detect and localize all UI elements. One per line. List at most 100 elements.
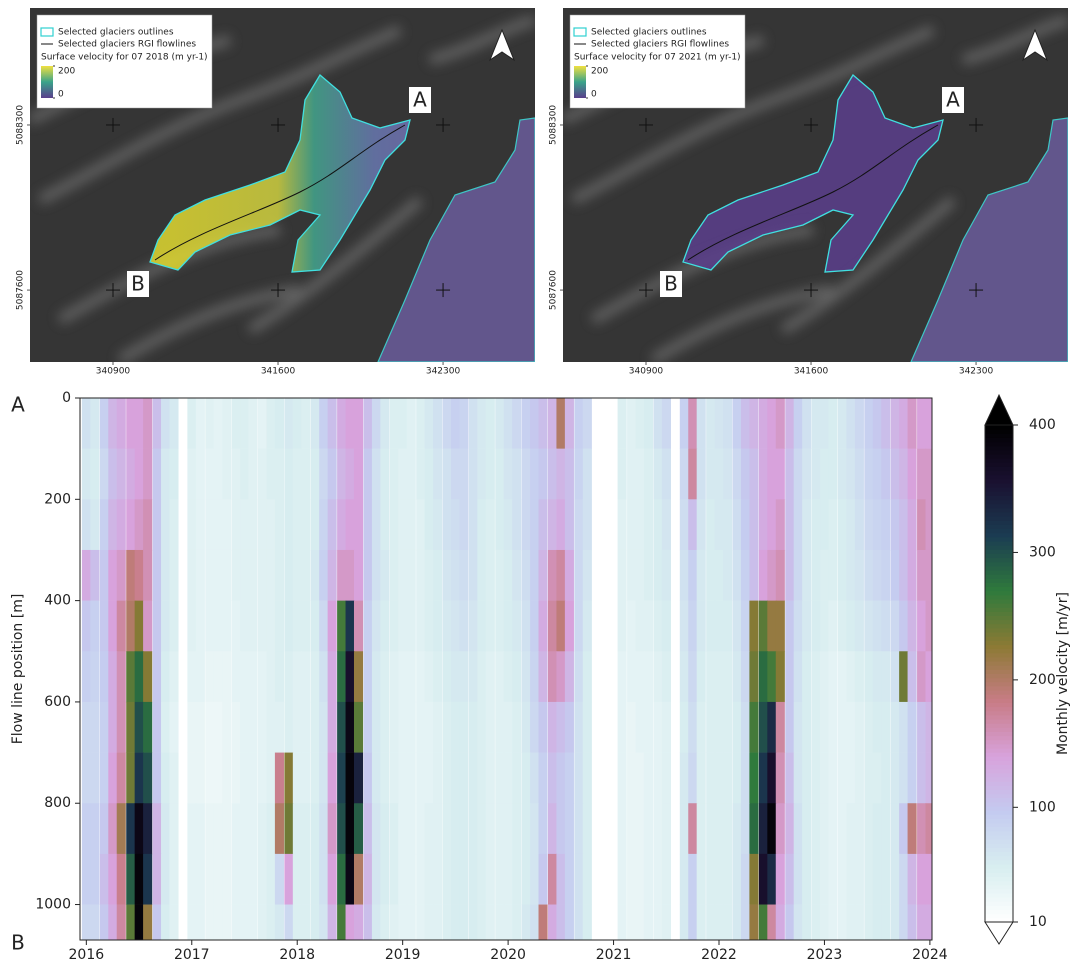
heatmap-cell (353, 904, 364, 940)
heatmap-cell (793, 904, 803, 940)
heatmap-cell (793, 398, 803, 449)
heatmap-cell (643, 752, 654, 804)
heatmap-cell (864, 904, 874, 940)
heatmap-cell (274, 448, 284, 500)
scale-title: Surface velocity for 07 2018 (m yr-1) (41, 53, 208, 63)
heatmap-cell (284, 853, 294, 905)
heatmap-cell (398, 904, 408, 940)
heatmap-cell (811, 600, 821, 652)
heatmap-cell (512, 752, 522, 804)
heatmap-cell (872, 600, 882, 652)
heatmap-cell (503, 600, 513, 652)
colorbar-tick-label: 400 (1029, 417, 1056, 433)
heatmap-cell (767, 499, 777, 551)
heatmap-cell (548, 651, 558, 703)
colorbar-step (985, 810, 1013, 815)
heatmap-cell (398, 600, 408, 652)
heatmap-cell (661, 803, 671, 855)
heatmap-cell (134, 499, 144, 551)
heatmap-cell (90, 651, 100, 703)
heatmap-cell (134, 904, 144, 940)
heatmap-cell (872, 549, 882, 601)
heatmap-cell (450, 853, 461, 905)
heatmap-cell (828, 448, 838, 500)
heatmap-cell (899, 904, 909, 940)
heatmap-cell (266, 701, 276, 753)
heatmap-cell (574, 701, 584, 753)
heatmap-cell (661, 398, 671, 449)
heatmap-cell (468, 448, 479, 500)
colorbar-tick-label: 300 (1029, 544, 1056, 560)
heatmap-cell (548, 600, 558, 652)
heatmap-cell (837, 904, 848, 940)
heatmap-cell (345, 701, 355, 753)
heatmap-cell (380, 853, 390, 905)
heatmap-cell (231, 499, 241, 551)
heatmap-cell (126, 398, 136, 449)
heatmap-cell (363, 651, 373, 703)
heatmap-cell (521, 803, 531, 855)
heatmap-cell (846, 600, 856, 652)
heatmap-cell (195, 499, 205, 551)
heatmap-cell (820, 853, 830, 905)
heatmap-cell (872, 651, 882, 703)
heatmap-cell (213, 448, 223, 500)
heatmap-cell (240, 398, 250, 449)
heatmap-cell (90, 398, 100, 449)
heatmap-cell (846, 448, 856, 500)
heatmap-cell (248, 549, 258, 601)
heatmap-cell (723, 803, 733, 855)
heatmap-cell (152, 448, 162, 500)
x-tick-label: 2024 (912, 947, 948, 963)
heatmap-cell (934, 601, 943, 652)
heatmap-cell (371, 600, 381, 652)
heatmap-cell (643, 600, 654, 652)
map-panel (563, 8, 1068, 362)
heatmap-cell (187, 701, 197, 753)
heatmap-cell (643, 904, 654, 940)
heatmap-cell (811, 651, 821, 703)
colorbar-tick-label: 10 (1029, 914, 1047, 930)
heatmap-cell (503, 803, 513, 855)
heatmap-cell (152, 398, 162, 449)
heatmap-cell (899, 803, 909, 855)
heatmap-cell (274, 853, 284, 905)
panel-label: B (11, 931, 25, 955)
heatmap-cell (416, 600, 426, 652)
heatmap-cell (521, 549, 531, 601)
heatmap-cell (732, 701, 742, 753)
heatmap-cell (714, 600, 724, 652)
heatmap-cell (854, 752, 864, 804)
heatmap-cell (740, 499, 751, 551)
heatmap-cell (538, 448, 548, 500)
y-tick-label: 0 (62, 390, 71, 406)
heatmap-cell (556, 398, 566, 449)
colorbar-step (985, 536, 1013, 542)
heatmap-cell (143, 853, 153, 905)
colorbar-step (985, 793, 1013, 799)
heatmap-cell (679, 448, 689, 500)
heatmap-cell (767, 448, 777, 500)
colorbar-step (985, 876, 1013, 882)
heatmap-cell (890, 701, 900, 753)
heatmap-cell (301, 853, 311, 905)
heatmap-cell (548, 904, 558, 940)
heatmap-cell (820, 803, 830, 855)
heatmap-cell (416, 499, 426, 551)
colorbar-step (985, 690, 1013, 695)
map-y-label: 5087600 (16, 270, 26, 310)
heatmap-cell (301, 549, 311, 601)
heatmap-cell (337, 651, 347, 703)
heatmap-cell (758, 853, 768, 905)
colorbar-step (985, 615, 1013, 621)
colorbar-step (985, 619, 1013, 625)
heatmap-cell (380, 448, 390, 500)
heatmap-cell (195, 803, 205, 855)
heatmap-cell (661, 752, 671, 804)
heatmap-cell (231, 803, 241, 855)
heatmap-cell (310, 752, 320, 804)
heatmap-cell (345, 448, 355, 500)
heatmap-cell (169, 398, 179, 449)
heatmap-cell (406, 448, 416, 500)
heatmap-cell (512, 904, 522, 940)
